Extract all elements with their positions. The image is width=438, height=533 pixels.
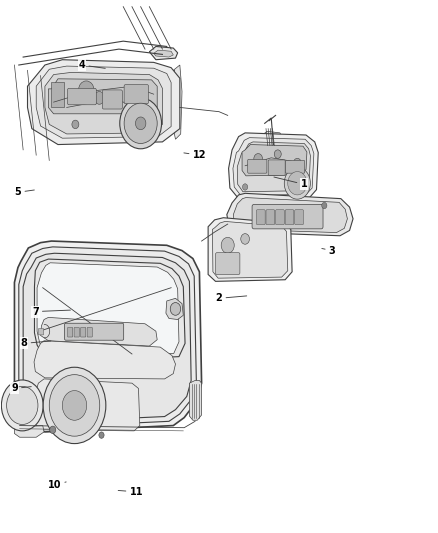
FancyBboxPatch shape bbox=[81, 327, 86, 337]
Circle shape bbox=[7, 386, 38, 424]
Polygon shape bbox=[28, 60, 180, 144]
Polygon shape bbox=[14, 425, 44, 437]
FancyBboxPatch shape bbox=[64, 323, 124, 340]
Polygon shape bbox=[212, 221, 288, 278]
Polygon shape bbox=[36, 66, 171, 138]
Polygon shape bbox=[173, 65, 182, 139]
Polygon shape bbox=[262, 131, 282, 140]
Circle shape bbox=[62, 391, 87, 420]
Circle shape bbox=[241, 233, 250, 244]
FancyBboxPatch shape bbox=[215, 253, 240, 274]
Text: 5: 5 bbox=[14, 187, 34, 197]
Circle shape bbox=[78, 81, 94, 100]
Polygon shape bbox=[45, 72, 162, 134]
Circle shape bbox=[243, 184, 248, 190]
Polygon shape bbox=[41, 317, 157, 346]
Text: 3: 3 bbox=[322, 246, 336, 256]
Polygon shape bbox=[19, 247, 196, 427]
Polygon shape bbox=[35, 259, 185, 362]
Circle shape bbox=[254, 154, 262, 164]
FancyBboxPatch shape bbox=[74, 327, 79, 337]
FancyBboxPatch shape bbox=[39, 328, 44, 335]
Polygon shape bbox=[166, 298, 184, 319]
Text: 8: 8 bbox=[21, 338, 51, 349]
Polygon shape bbox=[233, 198, 347, 232]
Text: 10: 10 bbox=[48, 480, 66, 490]
Circle shape bbox=[322, 203, 327, 209]
FancyBboxPatch shape bbox=[124, 85, 148, 104]
FancyBboxPatch shape bbox=[248, 159, 267, 173]
FancyBboxPatch shape bbox=[102, 90, 122, 109]
FancyBboxPatch shape bbox=[286, 160, 305, 173]
Text: 4: 4 bbox=[78, 60, 105, 70]
Circle shape bbox=[43, 367, 106, 443]
Text: 12: 12 bbox=[184, 150, 206, 160]
Polygon shape bbox=[237, 142, 311, 192]
Circle shape bbox=[120, 98, 162, 149]
Text: 1: 1 bbox=[274, 177, 307, 189]
Circle shape bbox=[288, 172, 307, 195]
FancyBboxPatch shape bbox=[276, 210, 284, 224]
Circle shape bbox=[221, 237, 234, 253]
Circle shape bbox=[293, 158, 301, 168]
FancyBboxPatch shape bbox=[295, 210, 304, 224]
Circle shape bbox=[72, 120, 79, 128]
FancyBboxPatch shape bbox=[87, 327, 92, 337]
Polygon shape bbox=[14, 241, 201, 432]
FancyBboxPatch shape bbox=[252, 205, 323, 229]
Polygon shape bbox=[51, 82, 64, 108]
Text: 7: 7 bbox=[32, 306, 71, 317]
Polygon shape bbox=[208, 217, 292, 281]
Polygon shape bbox=[154, 50, 173, 57]
FancyBboxPatch shape bbox=[67, 327, 73, 337]
Polygon shape bbox=[37, 263, 179, 358]
Circle shape bbox=[124, 103, 157, 143]
Circle shape bbox=[274, 150, 281, 158]
FancyBboxPatch shape bbox=[256, 210, 265, 224]
Text: 11: 11 bbox=[118, 487, 143, 497]
Polygon shape bbox=[233, 138, 314, 196]
Circle shape bbox=[49, 426, 56, 433]
Polygon shape bbox=[48, 79, 157, 114]
Circle shape bbox=[170, 303, 181, 316]
Polygon shape bbox=[33, 379, 140, 431]
Circle shape bbox=[99, 432, 104, 438]
Text: 2: 2 bbox=[215, 293, 247, 303]
Polygon shape bbox=[34, 341, 176, 379]
FancyBboxPatch shape bbox=[266, 210, 275, 224]
FancyBboxPatch shape bbox=[268, 160, 285, 175]
Circle shape bbox=[49, 375, 100, 436]
FancyBboxPatch shape bbox=[67, 88, 96, 105]
Polygon shape bbox=[189, 381, 201, 420]
Polygon shape bbox=[23, 253, 191, 422]
Polygon shape bbox=[242, 144, 307, 176]
FancyBboxPatch shape bbox=[285, 210, 294, 224]
Polygon shape bbox=[227, 193, 353, 236]
Circle shape bbox=[135, 117, 146, 130]
Circle shape bbox=[284, 167, 311, 199]
Polygon shape bbox=[149, 46, 178, 60]
Circle shape bbox=[94, 92, 105, 104]
Polygon shape bbox=[229, 133, 318, 199]
Text: 9: 9 bbox=[11, 383, 31, 393]
Circle shape bbox=[1, 380, 43, 431]
